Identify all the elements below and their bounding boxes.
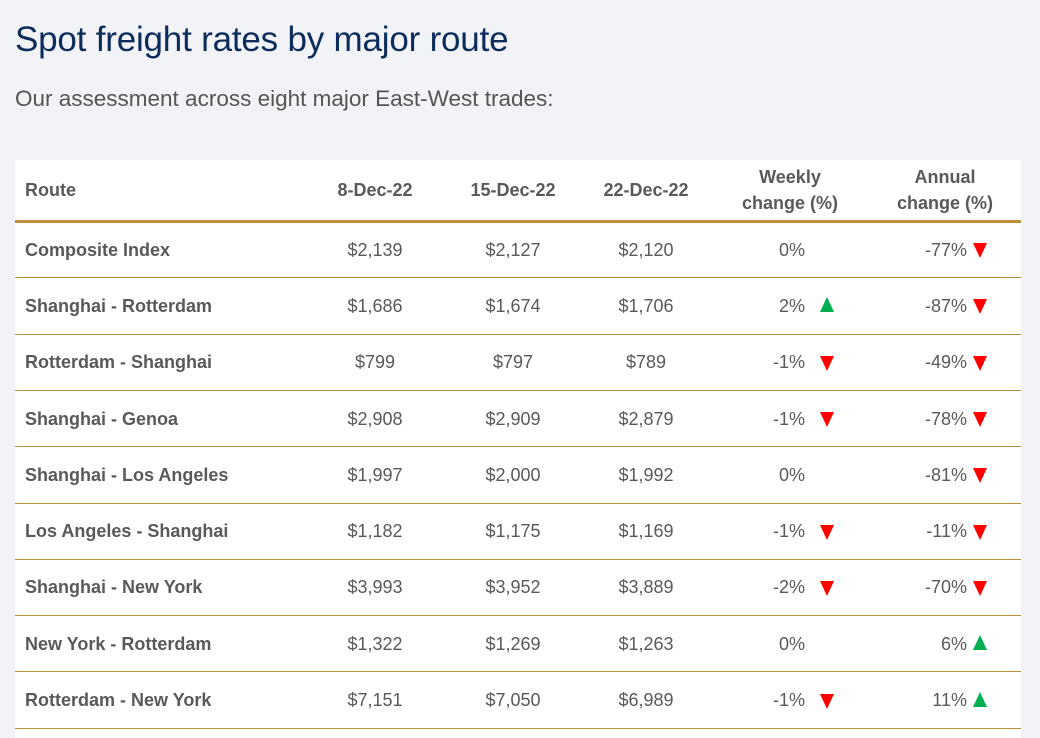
annual-down-arrow-icon [973, 580, 987, 596]
table-header-row: Route 8-Dec-22 15-Dec-22 22-Dec-22 Weekl… [15, 160, 1021, 223]
rate-22-dec-22: $1,263 [618, 633, 674, 654]
weekly-change-value: 2% [778, 295, 805, 316]
rate-8-dec-22: $2,139 [347, 239, 403, 260]
page-subtitle: Our assessment across eight major East-W… [15, 86, 554, 111]
header-annual-line1: Annual [914, 167, 976, 187]
table-row: Rotterdam - New York $7,151 $7,050 $6,989 -1… [15, 673, 1021, 729]
route-name: Composite Index [25, 239, 171, 260]
rate-22-dec-22: $6,989 [618, 690, 674, 711]
rate-15-dec-22: $7,050 [485, 690, 541, 711]
weekly-up-arrow-icon [820, 297, 834, 313]
weekly-change-value: -1% [772, 521, 805, 542]
weekly-change-value: 0% [778, 633, 805, 654]
header-weekly-line2: change (%) [741, 193, 838, 213]
annual-change-value: 6% [940, 633, 967, 654]
rate-22-dec-22: $3,889 [618, 577, 674, 598]
annual-down-arrow-icon [973, 468, 987, 484]
annual-change-value: -11% [926, 521, 967, 542]
annual-down-arrow-icon [973, 412, 987, 428]
annual-down-arrow-icon [973, 524, 987, 540]
table-row: New York - Rotterdam $1,322 $1,269 $1,263 0%… [15, 617, 1021, 673]
rate-22-dec-22: $2,879 [618, 408, 674, 429]
weekly-down-arrow-icon [820, 580, 834, 596]
rate-15-dec-22: $1,269 [485, 633, 541, 654]
header-date-3: 22-Dec-22 [603, 179, 689, 200]
weekly-change-value: -1% [772, 408, 805, 429]
weekly-down-arrow-icon [820, 412, 834, 428]
rate-8-dec-22: $7,151 [347, 690, 403, 711]
page-title: Spot freight rates by major route [15, 20, 509, 59]
rate-8-dec-22: $1,686 [347, 295, 403, 316]
rate-22-dec-22: $1,706 [618, 295, 674, 316]
annual-up-arrow-icon [973, 635, 987, 651]
weekly-change-value: 0% [778, 239, 805, 260]
rate-8-dec-22: $799 [354, 352, 396, 373]
annual-change-value: -70% [924, 577, 967, 598]
annual-down-arrow-icon [973, 243, 987, 259]
rate-15-dec-22: $2,127 [485, 239, 541, 260]
rate-8-dec-22: $1,182 [347, 521, 403, 542]
weekly-down-arrow-icon [820, 524, 834, 540]
table-row: Shanghai - New York $3,993 $3,952 $3,889 -2%… [15, 561, 1021, 617]
rate-8-dec-22: $3,993 [347, 577, 403, 598]
header-weekly-change: Weekly change (%) [720, 160, 860, 220]
table-row: Composite Index $2,139 $2,127 $2,120 0% -77% [15, 223, 1021, 279]
route-name: Shanghai - Los Angeles [25, 464, 229, 485]
table-row: Los Angeles - Shanghai $1,182 $1,175 $1,169… [15, 505, 1021, 560]
weekly-down-arrow-icon [820, 693, 834, 709]
freight-rates-table: Route 8-Dec-22 15-Dec-22 22-Dec-22 Weekl… [15, 160, 1021, 738]
header-annual-change: Annual change (%) [875, 160, 1015, 220]
header-route: Route [25, 179, 76, 200]
rate-22-dec-22: $1,992 [618, 464, 674, 485]
route-name: New York - Rotterdam [25, 633, 212, 654]
rate-15-dec-22: $1,175 [485, 521, 541, 542]
weekly-down-arrow-icon [820, 355, 834, 371]
route-name: Shanghai - Genoa [25, 408, 179, 429]
annual-change-value: -78% [924, 408, 967, 429]
annual-change-value: -49% [924, 352, 967, 373]
rate-15-dec-22: $2,000 [485, 464, 541, 485]
table-row: Rotterdam - Shanghai $799 $797 $789 -1% -49% [15, 336, 1021, 391]
rate-8-dec-22: $1,322 [347, 633, 403, 654]
table-row: Shanghai - Rotterdam $1,686 $1,674 $1,706 2%… [15, 279, 1021, 335]
annual-change-value: 11% [932, 690, 967, 711]
annual-up-arrow-icon [973, 691, 987, 707]
annual-down-arrow-icon [973, 355, 987, 371]
rate-8-dec-22: $2,908 [347, 408, 403, 429]
route-name: Shanghai - Rotterdam [25, 295, 213, 316]
weekly-change-value: -2% [772, 577, 805, 598]
annual-change-value: -77% [924, 239, 967, 260]
annual-change-value: -81% [924, 464, 967, 485]
header-weekly-line1: Weekly [759, 167, 821, 187]
route-name: Rotterdam - Shanghai [25, 352, 213, 373]
table-row: Shanghai - Genoa $2,908 $2,909 $2,879 -1% -78… [15, 392, 1021, 448]
rate-8-dec-22: $1,997 [347, 464, 403, 485]
route-name: Rotterdam - New York [25, 690, 212, 711]
rate-22-dec-22: $789 [625, 352, 667, 373]
weekly-change-value: -1% [772, 352, 805, 373]
rate-15-dec-22: $2,909 [485, 408, 541, 429]
route-name: Los Angeles - Shanghai [25, 521, 229, 542]
rate-22-dec-22: $1,169 [618, 521, 674, 542]
rate-15-dec-22: $3,952 [485, 577, 541, 598]
header-date-1: 8-Dec-22 [337, 179, 413, 200]
header-annual-line2: change (%) [896, 193, 993, 213]
weekly-change-value: -1% [772, 690, 805, 711]
rate-22-dec-22: $2,120 [618, 239, 674, 260]
header-date-2: 15-Dec-22 [470, 179, 556, 200]
weekly-change-value: 0% [778, 464, 805, 485]
rate-15-dec-22: $1,674 [485, 295, 541, 316]
table-row: Shanghai - Los Angeles $1,997 $2,000 $1,992… [15, 448, 1021, 504]
annual-change-value: -87% [924, 295, 967, 316]
rate-15-dec-22: $797 [492, 352, 534, 373]
annual-down-arrow-icon [973, 299, 987, 315]
route-name: Shanghai - New York [25, 577, 203, 598]
